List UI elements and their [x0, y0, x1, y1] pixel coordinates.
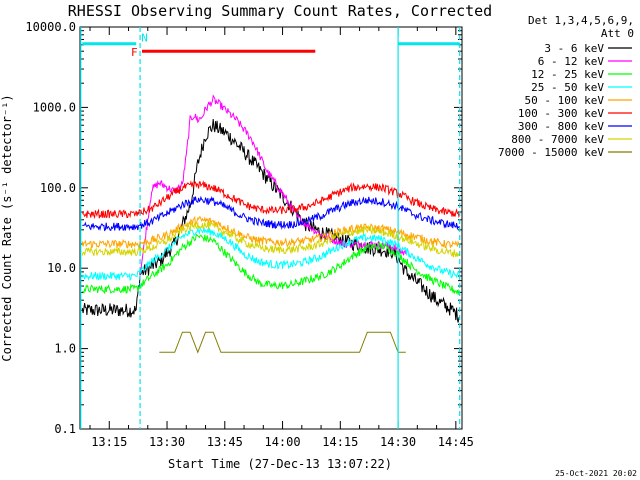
series-line-7	[82, 195, 461, 232]
axes: 0.1 1.0 10.0 100.0 1000.0 10000.0 13:15 13:30 13…	[25, 20, 473, 449]
y-tick-label: 1.0	[54, 342, 76, 356]
x-tick-label: 14:00	[264, 435, 300, 449]
series-line-4	[81, 226, 461, 282]
legend-entry-label: 50 - 100 keV	[525, 94, 605, 107]
y-axis-label-group: Corrected Count Rate (s⁻¹ detector⁻¹)	[0, 94, 14, 361]
series-line-9	[159, 331, 406, 354]
x-tick-label: 14:30	[380, 435, 416, 449]
legend-entry-label: 7000 - 15000 keV	[498, 146, 604, 159]
legend-entry-label: 100 - 300 keV	[518, 107, 604, 120]
y-tick-label: 1000.0	[33, 100, 76, 114]
series-line-5	[81, 215, 461, 249]
y-tick-label: 10.0	[47, 261, 76, 275]
legend-entry-label: 12 - 25 keV	[531, 68, 604, 81]
y-tick-label: 10000.0	[25, 20, 76, 34]
legend-entry-label: 300 - 800 keV	[518, 120, 604, 133]
plot-frame	[79, 26, 463, 430]
y-axis-label: Corrected Count Rate (s⁻¹ detector⁻¹)	[0, 94, 14, 361]
chart-title: RHESSI Observing Summary Count Rates, Co…	[68, 2, 492, 20]
x-tick-label: 13:30	[149, 435, 185, 449]
x-tick-label: 13:15	[91, 435, 127, 449]
series-line-1	[81, 119, 461, 323]
legend-entry-label: 25 - 50 keV	[531, 81, 604, 94]
x-tick-label: 13:45	[207, 435, 243, 449]
y-tick-label: 0.1	[54, 422, 76, 436]
x-tick-label: 14:15	[322, 435, 358, 449]
legend-header-line: Det 1,3,4,5,6,9,	[528, 14, 634, 27]
series-line-8	[81, 220, 461, 258]
timestamp: 25-Oct-2021 20:02	[555, 469, 637, 478]
legend-header-line: Att 0	[601, 27, 634, 40]
x-tick-label: 14:45	[438, 435, 474, 449]
series-group	[81, 94, 461, 354]
flag-letter: F	[131, 46, 138, 59]
series-line-6	[81, 180, 461, 220]
legend-entry-label: 3 - 6 keV	[544, 42, 604, 55]
x-axis-label: Start Time (27-Dec-13 13:07:22)	[168, 457, 392, 471]
legend-entry-label: 800 - 7000 keV	[511, 133, 604, 146]
flag-letter: N	[141, 32, 148, 45]
markers-group: FN	[80, 27, 461, 429]
y-tick-label: 100.0	[40, 181, 76, 195]
legend-entry-label: 6 - 12 keV	[538, 55, 605, 68]
series-line-3	[82, 233, 461, 295]
